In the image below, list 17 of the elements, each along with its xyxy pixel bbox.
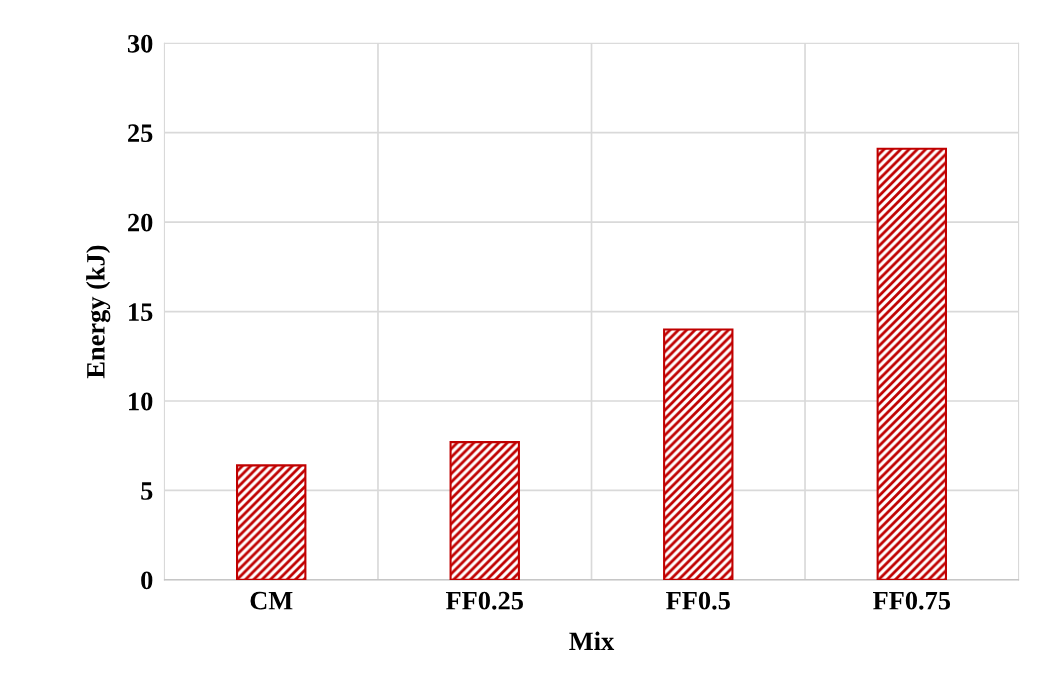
y-tick-label: 5: [141, 482, 153, 500]
x-tick-label: CM: [250, 591, 293, 610]
y-tick-label: 20: [128, 213, 153, 232]
y-tick-label: 10: [129, 392, 153, 411]
y-tick-label: 15: [129, 303, 153, 321]
x-axis-title: Mix: [569, 631, 615, 650]
y-tick-label: 30: [127, 34, 153, 53]
y-axis-title: Energy (kJ): [86, 245, 111, 379]
bar: [663, 328, 734, 580]
y-tick-label: 25: [128, 124, 153, 143]
bar: [876, 147, 947, 580]
x-tick-label: FF0.5: [666, 591, 730, 610]
bar: [449, 441, 520, 580]
y-tick-label: 0: [141, 571, 153, 590]
x-tick-label: FF0.75: [873, 591, 951, 610]
x-tick-label: FF0.25: [445, 591, 523, 610]
bar: [236, 464, 307, 580]
